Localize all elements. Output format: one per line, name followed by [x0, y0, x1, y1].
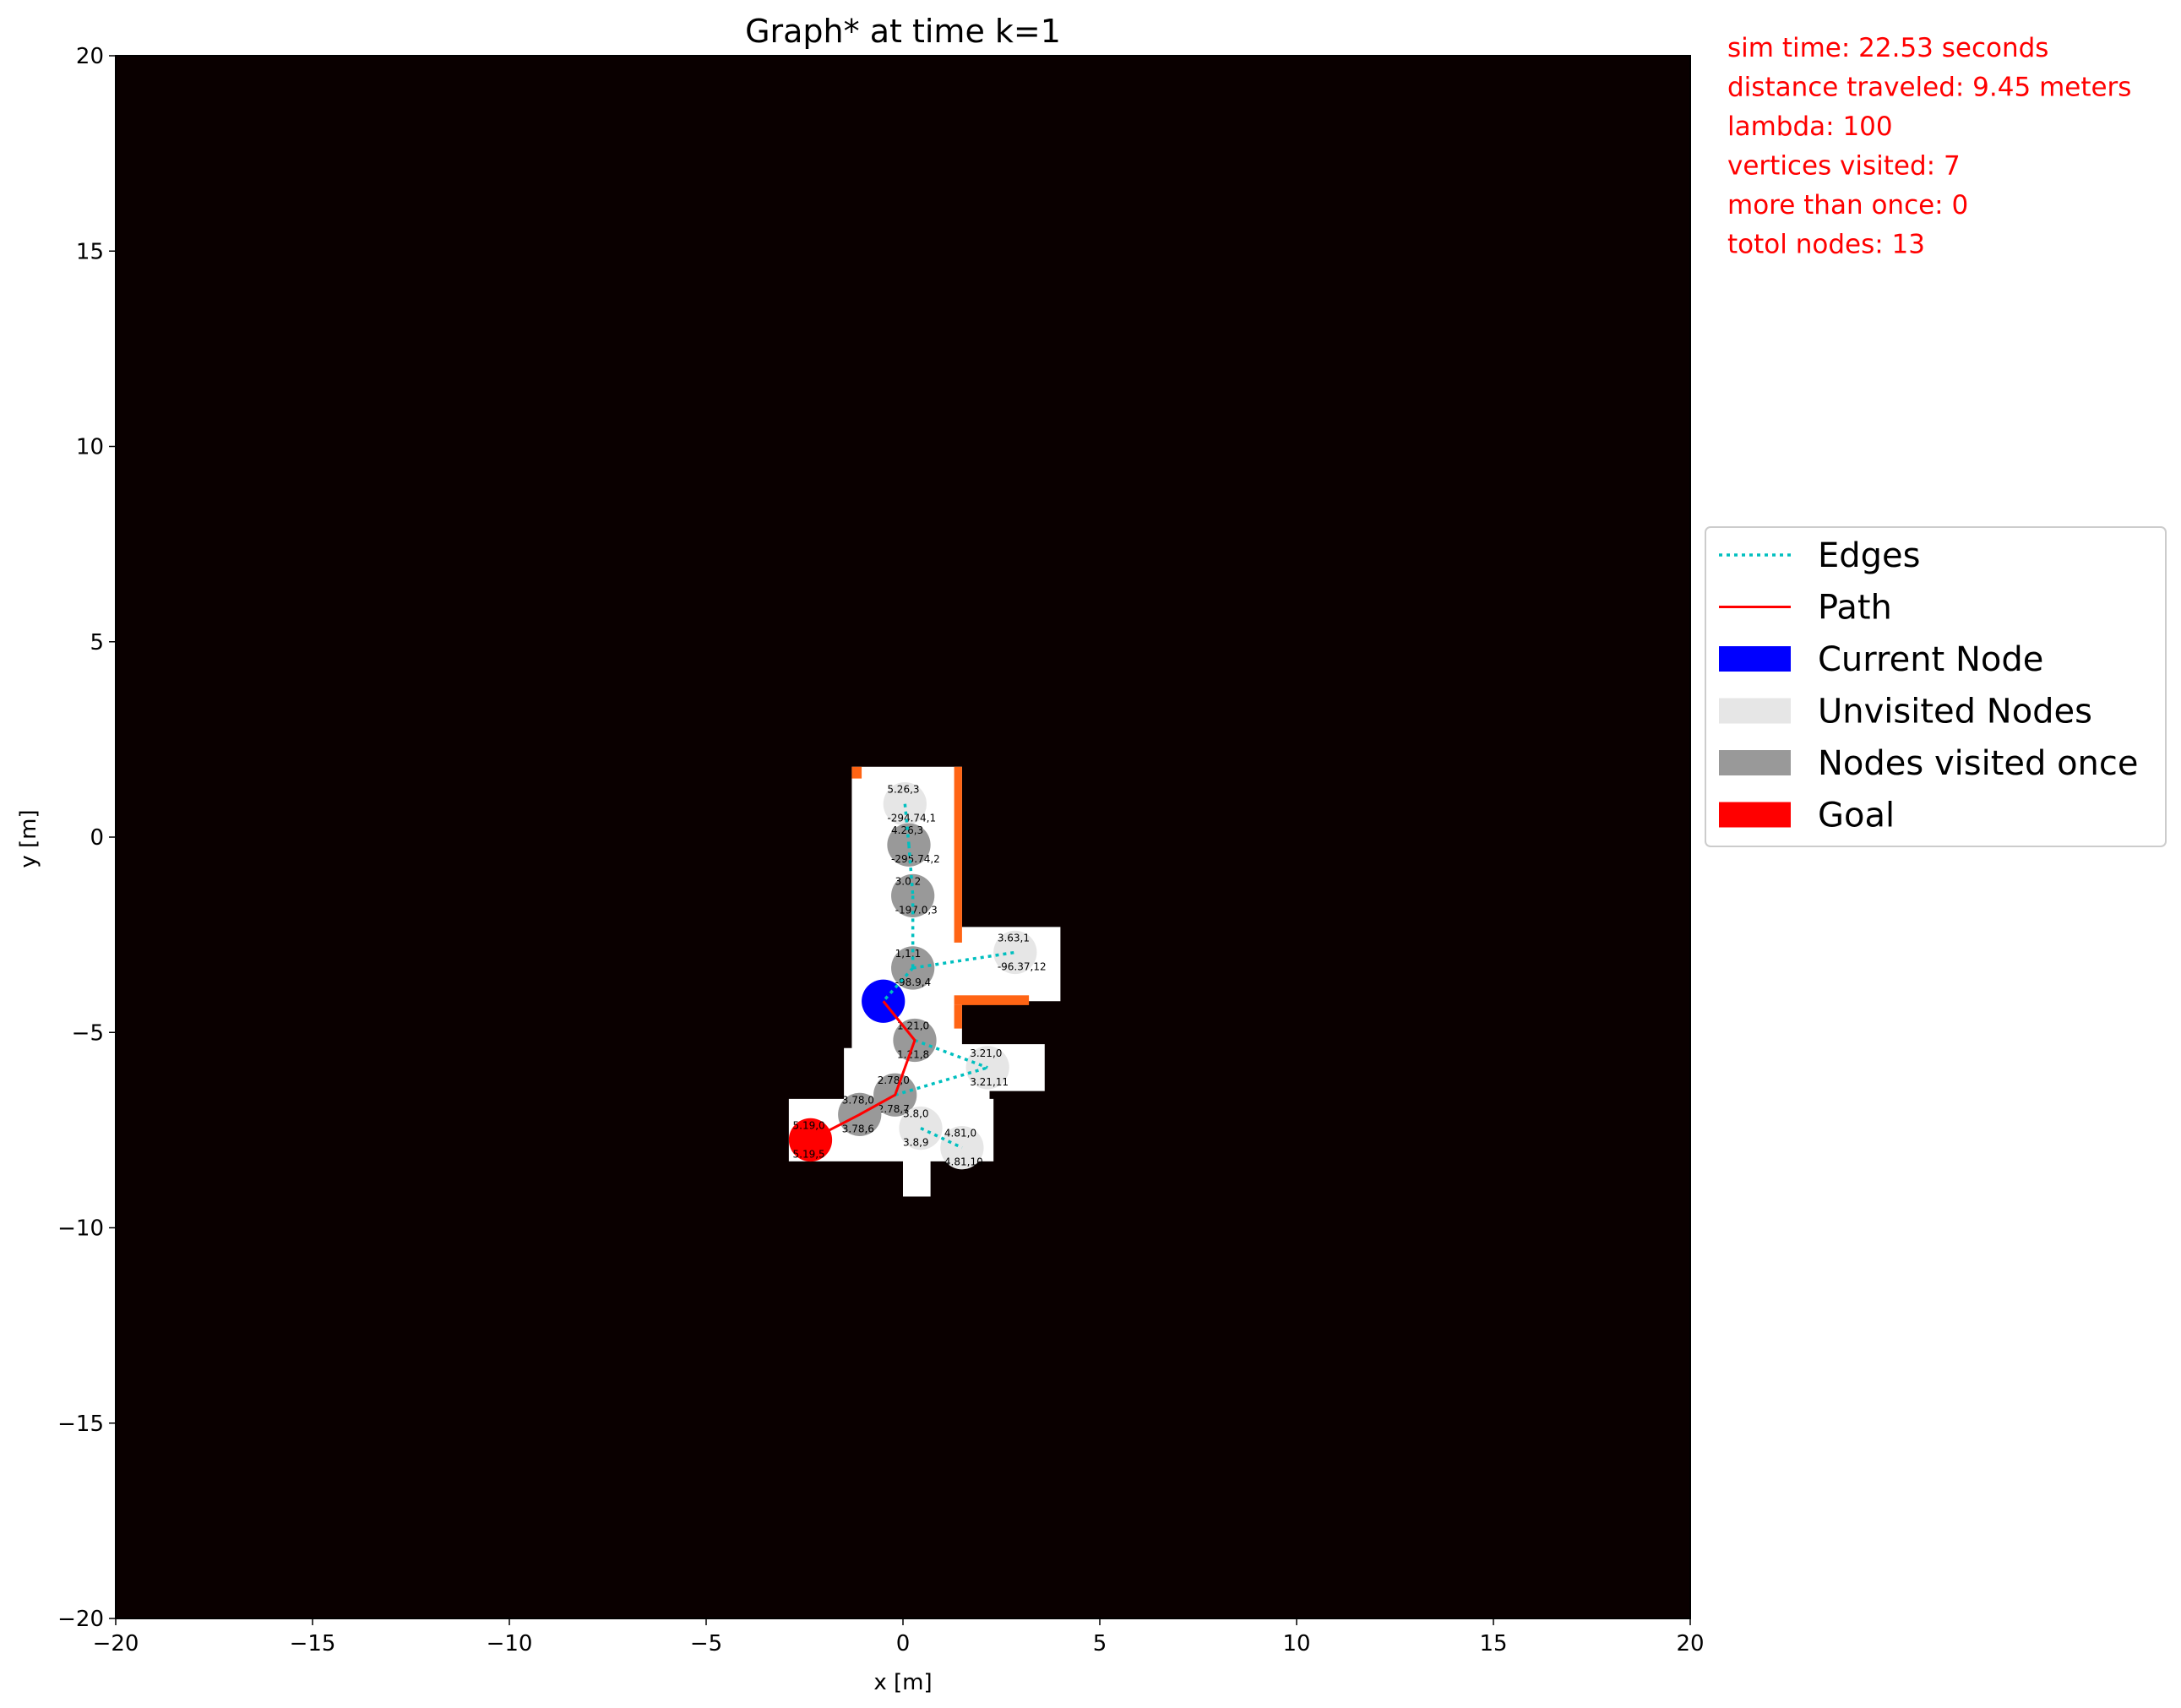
node-label: 1.21,8 [897, 1048, 929, 1060]
y-tick-label: −5 [72, 1020, 104, 1046]
wall-cell [851, 766, 862, 779]
sim-info-panel: sim time: 22.53 seconds distance traveled… [1727, 33, 2131, 260]
node-label: 4.81,10 [944, 1156, 983, 1168]
wall-cell [954, 1004, 962, 1029]
graph-edge [920, 1126, 963, 1150]
plot-axes: 5.26,3 -294.74,14.26,3 -295.74,2 3.0,2 -197.… [115, 55, 1691, 1619]
legend-label: Path [1818, 589, 1892, 628]
robot-path [809, 1000, 916, 1141]
graph-edge [907, 845, 915, 896]
sim-info-line: distance traveled: 9.45 meters [1727, 73, 2131, 103]
wall-cell [954, 766, 962, 943]
node-label: 3.78,0 [842, 1094, 874, 1106]
node-label: 3.78,6 [842, 1123, 874, 1134]
x-tick-label: 15 [1479, 1631, 1507, 1656]
sim-info-line: totol nodes: 13 [1727, 230, 1925, 260]
legend-label: Unvisited Nodes [1818, 693, 2092, 732]
legend-swatch-patch [1719, 698, 1791, 724]
x-tick-label: −5 [690, 1631, 722, 1656]
legend-swatch-patch [1719, 802, 1791, 828]
sim-info-line: sim time: 22.53 seconds [1727, 33, 2048, 63]
legend-label: Goal [1818, 797, 1895, 835]
node-label: 1,1,1 [895, 948, 922, 960]
sim-info-line: more than once: 0 [1727, 190, 1968, 220]
y-tick-label: −10 [57, 1216, 104, 1242]
x-tick-label: −20 [93, 1631, 139, 1656]
node-label: 2.78,0 [878, 1074, 910, 1086]
node-label: 4.81,0 [944, 1128, 976, 1140]
x-tick-label: −10 [487, 1631, 533, 1656]
graph-node-unvisited [993, 930, 1037, 975]
sim-info-line: lambda: 100 [1727, 112, 1893, 142]
node-label: 3.0,2 [895, 875, 922, 887]
wall-cell [954, 995, 1030, 1005]
node-label: -294.74,1 [887, 813, 936, 824]
x-axis-label: x [m] [873, 1670, 932, 1695]
node-label: 3.21,0 [970, 1047, 1002, 1059]
y-tick-label: 5 [90, 630, 104, 655]
node-label: -96.37,12 [998, 960, 1047, 972]
x-tick-label: 10 [1282, 1631, 1310, 1656]
y-tick-label: 10 [76, 435, 104, 460]
x-tick-label: 20 [1676, 1631, 1704, 1656]
legend: Edges Path Current Node Unvisited Nodes Node… [1705, 526, 2167, 847]
legend-swatch-patch [1719, 750, 1791, 775]
node-label: 3.8,0 [903, 1108, 929, 1120]
node-label: 3.21,11 [970, 1076, 1009, 1088]
node-label: 5.26,3 [887, 784, 919, 796]
legend-label: Nodes visited once [1818, 744, 2139, 783]
x-tick-label: 5 [1093, 1631, 1107, 1656]
y-axis-label: y [m] [16, 809, 41, 868]
legend-label: Current Node [1818, 640, 2043, 679]
node-label: 5.19,5 [793, 1148, 825, 1160]
legend-box [1705, 526, 2167, 847]
graph-edge [914, 1038, 988, 1069]
node-label: 2.78,7 [878, 1103, 910, 1115]
chart-title: Graph* at time k=1 [745, 13, 1061, 50]
node-label: -295.74,2 [891, 853, 940, 865]
graph-edge [895, 1066, 988, 1096]
graph-edge [912, 950, 1016, 970]
sim-info-line: vertices visited: 7 [1727, 151, 1961, 182]
y-tick-label: 15 [76, 239, 104, 264]
x-tick-label: −15 [290, 1631, 336, 1656]
axis-ticks: −20 −15 −10 −5 0 5 10 15 20 −20 −15 −10 −5 0 5 10 15 20 [57, 44, 1704, 1656]
node-label: 5.19,0 [793, 1119, 825, 1131]
legend-swatch-patch [1719, 646, 1791, 672]
y-tick-label: −20 [57, 1607, 104, 1632]
free-space-region [903, 1157, 931, 1197]
y-tick-label: 20 [76, 44, 104, 69]
y-tick-label: −15 [57, 1412, 104, 1437]
node-label: -197.0,3 [895, 904, 938, 916]
legend-label: Edges [1818, 536, 1921, 575]
node-label: 4.26,3 [891, 824, 923, 836]
node-label: 3.8,9 [903, 1137, 929, 1149]
x-tick-label: 0 [896, 1631, 911, 1656]
y-tick-label: 0 [90, 825, 104, 851]
node-label: -98.9,4 [895, 976, 932, 988]
node-label: 3.63,1 [998, 932, 1030, 944]
